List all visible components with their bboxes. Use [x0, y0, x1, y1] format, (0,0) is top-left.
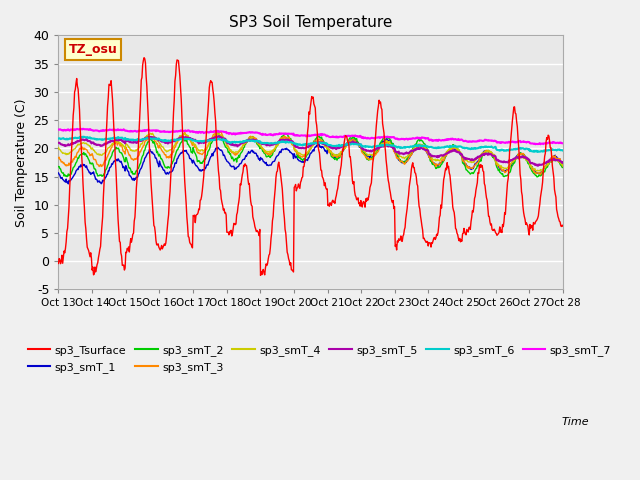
- sp3_smT_2: [193, 159, 201, 165]
- sp3_smT_1: [64, 179, 72, 185]
- sp3_smT_6: [387, 143, 395, 148]
- sp3_smT_3: [536, 172, 544, 178]
- sp3_Tsurface: [373, 115, 381, 121]
- sp3_smT_3: [387, 142, 395, 148]
- sp3_smT_1: [168, 169, 175, 175]
- sp3_smT_6: [76, 134, 84, 140]
- Line: sp3_smT_3: sp3_smT_3: [58, 131, 563, 175]
- sp3_smT_6: [372, 144, 380, 149]
- sp3_smT_5: [214, 133, 222, 139]
- sp3_smT_4: [148, 131, 156, 136]
- Text: Time: Time: [561, 417, 589, 427]
- sp3_smT_5: [193, 138, 201, 144]
- sp3_smT_4: [387, 142, 395, 147]
- sp3_smT_1: [65, 181, 72, 187]
- sp3_smT_1: [54, 170, 62, 176]
- sp3_smT_2: [64, 174, 72, 180]
- sp3_smT_3: [116, 140, 124, 146]
- sp3_Tsurface: [168, 160, 175, 166]
- sp3_Tsurface: [54, 261, 62, 266]
- Y-axis label: Soil Temperature (C): Soil Temperature (C): [15, 98, 28, 227]
- sp3_smT_5: [372, 146, 380, 152]
- sp3_smT_3: [372, 151, 380, 156]
- Text: TZ_osu: TZ_osu: [68, 43, 117, 56]
- sp3_smT_1: [388, 140, 396, 146]
- sp3_smT_2: [559, 165, 567, 170]
- Line: sp3_smT_6: sp3_smT_6: [58, 137, 563, 152]
- Legend: sp3_Tsurface, sp3_smT_1, sp3_smT_2, sp3_smT_3, sp3_smT_4, sp3_smT_5, sp3_smT_6, : sp3_Tsurface, sp3_smT_1, sp3_smT_2, sp3_…: [24, 341, 616, 377]
- sp3_smT_3: [559, 163, 567, 169]
- sp3_smT_1: [194, 165, 202, 171]
- sp3_smT_7: [64, 127, 72, 132]
- sp3_smT_4: [168, 146, 175, 152]
- sp3_smT_5: [54, 140, 62, 145]
- sp3_smT_7: [536, 142, 544, 147]
- sp3_smT_7: [387, 135, 395, 141]
- sp3_smT_7: [372, 135, 380, 141]
- sp3_smT_5: [534, 163, 541, 168]
- sp3_smT_4: [64, 152, 72, 157]
- sp3_smT_2: [372, 150, 380, 156]
- sp3_smT_7: [54, 127, 62, 132]
- sp3_smT_6: [559, 148, 567, 154]
- sp3_smT_2: [387, 138, 395, 144]
- sp3_smT_1: [383, 136, 390, 142]
- sp3_smT_2: [167, 163, 175, 169]
- sp3_Tsurface: [559, 223, 567, 229]
- sp3_smT_4: [559, 163, 567, 168]
- sp3_smT_2: [116, 149, 124, 155]
- Line: sp3_Tsurface: sp3_Tsurface: [58, 58, 563, 276]
- sp3_smT_4: [116, 141, 124, 146]
- sp3_smT_7: [168, 129, 175, 134]
- sp3_smT_6: [116, 135, 124, 141]
- sp3_smT_4: [194, 147, 202, 153]
- sp3_smT_5: [387, 144, 395, 150]
- Line: sp3_smT_4: sp3_smT_4: [58, 133, 563, 171]
- sp3_smT_3: [54, 155, 62, 161]
- sp3_smT_4: [54, 145, 62, 151]
- sp3_smT_7: [77, 126, 84, 132]
- sp3_smT_4: [372, 147, 380, 153]
- sp3_smT_7: [116, 127, 124, 133]
- sp3_smT_5: [116, 137, 124, 143]
- sp3_smT_7: [559, 140, 567, 146]
- sp3_smT_6: [194, 138, 202, 144]
- Line: sp3_smT_1: sp3_smT_1: [58, 139, 563, 184]
- sp3_smT_6: [168, 137, 175, 143]
- sp3_smT_2: [54, 164, 62, 169]
- sp3_smT_3: [213, 128, 221, 133]
- sp3_smT_7: [194, 130, 202, 136]
- sp3_smT_2: [533, 174, 541, 180]
- sp3_smT_6: [534, 149, 542, 155]
- sp3_smT_3: [64, 163, 72, 168]
- sp3_smT_4: [533, 168, 541, 174]
- sp3_Tsurface: [140, 55, 148, 60]
- sp3_smT_1: [372, 149, 380, 155]
- Title: SP3 Soil Temperature: SP3 Soil Temperature: [229, 15, 392, 30]
- sp3_smT_3: [167, 152, 175, 157]
- Line: sp3_smT_2: sp3_smT_2: [58, 133, 563, 177]
- sp3_Tsurface: [194, 210, 202, 216]
- sp3_smT_5: [167, 140, 175, 145]
- Line: sp3_smT_7: sp3_smT_7: [58, 129, 563, 144]
- sp3_smT_2: [214, 130, 221, 136]
- sp3_smT_5: [559, 160, 567, 166]
- sp3_smT_6: [64, 136, 72, 142]
- sp3_Tsurface: [257, 273, 264, 278]
- Line: sp3_smT_5: sp3_smT_5: [58, 136, 563, 166]
- sp3_Tsurface: [64, 226, 72, 231]
- sp3_smT_1: [559, 163, 567, 168]
- sp3_Tsurface: [116, 239, 124, 244]
- sp3_smT_3: [193, 150, 201, 156]
- sp3_smT_1: [116, 159, 124, 165]
- sp3_Tsurface: [388, 198, 396, 204]
- sp3_smT_6: [54, 136, 62, 142]
- sp3_smT_5: [64, 143, 72, 148]
